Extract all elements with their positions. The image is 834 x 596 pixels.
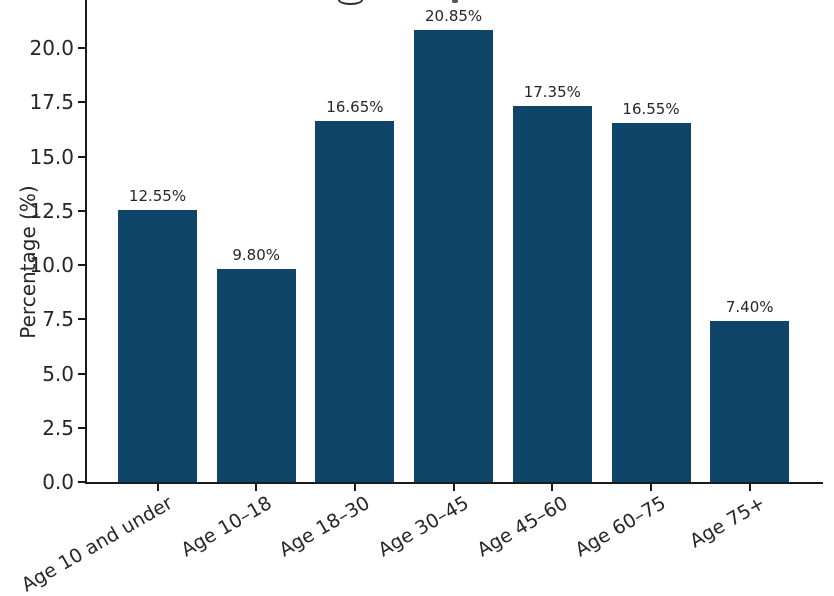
bar-6 [710,321,790,482]
bar-0 [118,209,197,482]
y-tick-mark [78,209,85,212]
y-tick-mark [78,481,85,483]
x-tick-mark [156,484,159,491]
y-tick-label: 12.5 [29,198,74,223]
y-tick-label: 0.0 [42,470,74,494]
y-tick-label: 7.5 [42,307,74,332]
y-tick-mark [78,264,85,266]
bar-2 [315,120,395,482]
y-tick-label: 17.5 [29,90,74,115]
y-tick-mark [78,318,85,321]
y-tick-label: 15.0 [29,144,74,169]
y-tick-label: 20.0 [29,36,74,60]
bar-value-label: 16.55% [622,99,680,118]
x-tick-label: Age 10 and under [17,492,177,596]
y-tick-label: 5.0 [42,361,74,386]
bar-value-label: 7.40% [725,298,774,317]
bar-value-label: 16.65% [326,97,384,116]
x-tick-label: Age 75+ [685,492,769,553]
x-tick-mark [353,484,356,491]
bar-3 [414,29,494,482]
x-tick-mark [255,484,258,491]
x-tick-mark [748,484,751,491]
y-tick-label: 10.0 [29,253,74,277]
y-tick-mark [78,372,85,375]
x-axis-spine [85,482,823,484]
x-tick-label: Age 18–30 [275,492,374,562]
y-tick-mark [78,426,85,429]
bar-value-label: 20.85% [424,6,483,25]
clipped-title-descender-icon [338,0,363,5]
bar-4 [512,105,592,482]
x-tick-mark [452,484,455,491]
bar-1 [216,269,296,482]
x-tick-label: Age 30–45 [374,492,473,562]
x-tick-label: Age 10–18 [177,492,276,562]
y-tick-label: 2.5 [42,415,74,440]
y-tick-mark [78,47,85,49]
bar-value-label: 12.55% [128,186,187,205]
bar-5 [611,122,691,482]
bar-value-label: 9.80% [232,246,281,265]
x-tick-mark [650,484,652,491]
clipped-title-descender-icon [452,0,458,3]
x-tick-label: Age 45–60 [473,492,572,562]
y-tick-mark [78,155,85,158]
bar-value-label: 17.35% [523,82,581,101]
x-tick-label: Age 60–75 [571,492,670,562]
y-axis-spine [85,0,87,484]
y-tick-mark [78,101,85,104]
x-tick-mark [551,484,554,491]
